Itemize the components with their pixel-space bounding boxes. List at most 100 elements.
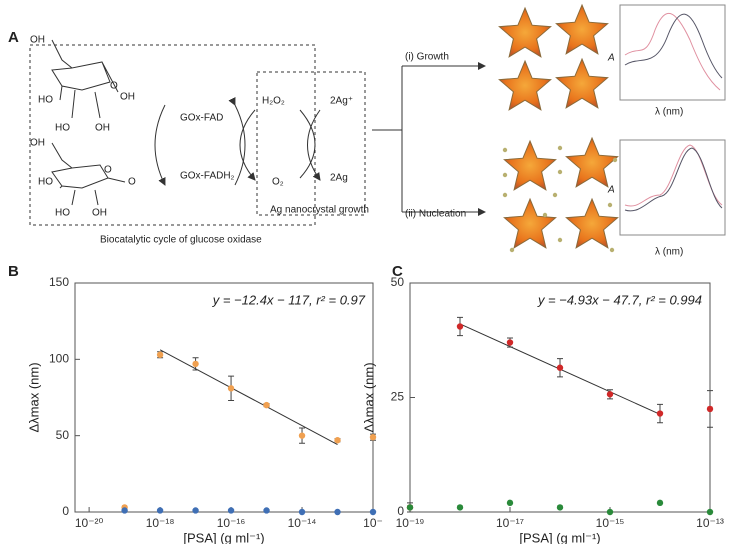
chem-label: GOx-FADH₂ xyxy=(180,171,235,182)
data-point xyxy=(192,507,199,514)
dashed-box xyxy=(29,44,316,226)
data-point xyxy=(606,391,614,398)
chem-label: OH xyxy=(30,35,45,46)
spectrum-curve xyxy=(624,13,723,79)
x-tick-label: 10⁻²⁰ xyxy=(75,516,104,530)
nanostar xyxy=(555,3,609,55)
data-point xyxy=(121,507,128,514)
data-point xyxy=(456,504,464,511)
fit-line xyxy=(159,349,338,445)
nucleus-dot xyxy=(607,202,613,208)
chem-label: OH xyxy=(120,92,135,103)
x-tick-label: 10⁻¹⁵ xyxy=(596,516,625,530)
data-point xyxy=(656,410,664,417)
data-point xyxy=(334,437,341,444)
x-tick-label: 10⁻¹⁴ xyxy=(288,516,317,530)
x-tick-label: 10⁻ xyxy=(363,516,383,530)
data-point xyxy=(156,507,164,514)
chart: B 0 50 100 150 10⁻²⁰ 10⁻¹⁸ 10⁻¹⁶ 10⁻¹⁴ 10⁻ [PSA] (… xyxy=(8,263,383,544)
nucleus-dot xyxy=(609,247,615,253)
spectrum-box xyxy=(619,139,726,236)
x-tick-label: 10⁻¹⁷ xyxy=(496,516,524,530)
nucleus-dot xyxy=(502,172,508,178)
y-tick-label: 25 xyxy=(391,390,405,404)
dashed-box xyxy=(256,71,366,216)
data-point xyxy=(227,507,235,514)
branch xyxy=(372,66,403,212)
data-point xyxy=(369,508,377,516)
chem-label: HO xyxy=(38,95,53,106)
nucleus-dot xyxy=(509,247,515,253)
data-point xyxy=(606,508,614,516)
chem-label: O xyxy=(104,165,112,176)
cycle-arrow xyxy=(154,104,166,186)
x-tick-label: 10⁻¹⁸ xyxy=(146,516,175,530)
chart: C 0 25 50 10⁻¹⁹ 10⁻¹⁷ 10⁻¹⁵ 10⁻¹³ [PSA] (g ml⁻¹)… xyxy=(361,263,723,544)
spectrum-curve xyxy=(624,144,723,207)
y-axis-label: Δλmax (nm) xyxy=(361,362,376,432)
data-point xyxy=(156,351,164,358)
cycle-arrow xyxy=(307,109,321,181)
chem-label: H₂O₂ xyxy=(262,96,285,107)
glucose-ring xyxy=(51,39,119,119)
data-point xyxy=(263,401,270,409)
data-point xyxy=(406,504,414,511)
x-tick-label: 10⁻¹⁶ xyxy=(217,516,246,530)
equation: y = −4.93x − 47.7, r² = 0.994 xyxy=(537,292,702,307)
data-point xyxy=(334,508,341,516)
nucleus-dot xyxy=(557,237,563,243)
data-point xyxy=(556,504,564,511)
panel-label: A xyxy=(8,29,19,46)
nucleus-dot xyxy=(557,169,563,175)
chem-label: O xyxy=(110,81,118,92)
nanostar xyxy=(498,59,552,111)
branch-label: (ii) Nucleation xyxy=(405,209,466,220)
diagram-caption: Biocatalytic cycle of glucose oxidase xyxy=(100,235,262,246)
y-tick-label: 0 xyxy=(62,504,69,518)
y-tick-label: 0 xyxy=(397,504,404,518)
data-point xyxy=(556,364,564,371)
spectrum-y-label: A xyxy=(607,53,615,64)
chem-label: 2Ag xyxy=(330,173,348,184)
x-tick-label: 10⁻¹³ xyxy=(696,516,724,530)
y-tick-label: 50 xyxy=(391,275,405,289)
chem-label: HO xyxy=(38,177,53,188)
spectrum-x-label: λ (nm) xyxy=(655,107,683,118)
panel-label: C xyxy=(392,263,403,280)
chem-label: 2Ag⁺ xyxy=(330,96,353,107)
nucleus-dot xyxy=(502,192,508,198)
data-point xyxy=(656,499,664,507)
spectrum-curve xyxy=(624,12,721,91)
data-point xyxy=(298,508,306,516)
y-axis-label: Δλmax (nm) xyxy=(26,362,41,432)
spectrum-y-label: A xyxy=(607,185,615,196)
panel-label: B xyxy=(8,263,19,280)
spectrum-x-label: λ (nm) xyxy=(655,247,683,258)
chem-label: GOx-FAD xyxy=(180,113,223,124)
diagram-label: Ag nanocrystal growth xyxy=(270,205,369,216)
nanostar xyxy=(565,136,619,188)
data-point xyxy=(706,508,714,516)
x-tick-label: 10⁻¹⁹ xyxy=(396,516,425,530)
data-point xyxy=(227,385,235,392)
nanostar xyxy=(503,197,557,249)
equation: y = −12.4x − 117, r² = 0.97 xyxy=(212,292,366,307)
data-point xyxy=(298,432,306,439)
cycle-arrow xyxy=(228,96,246,186)
branch-label: (i) Growth xyxy=(405,52,449,63)
chem-label: O xyxy=(128,177,136,188)
chem-label: O₂ xyxy=(272,177,284,188)
x-axis-label: [PSA] (g ml⁻¹) xyxy=(183,530,264,544)
nucleus-dot xyxy=(612,157,618,163)
data-point xyxy=(506,339,514,346)
chem-label: HO xyxy=(55,208,70,219)
spectrum-box xyxy=(619,4,726,101)
stars xyxy=(498,3,619,253)
chem-label: OH xyxy=(30,138,45,149)
plot-frame xyxy=(74,282,374,513)
panel-a xyxy=(29,4,726,236)
cycle-arrow xyxy=(299,109,316,179)
y-tick-label: 50 xyxy=(56,428,70,442)
nanostar xyxy=(498,6,552,58)
